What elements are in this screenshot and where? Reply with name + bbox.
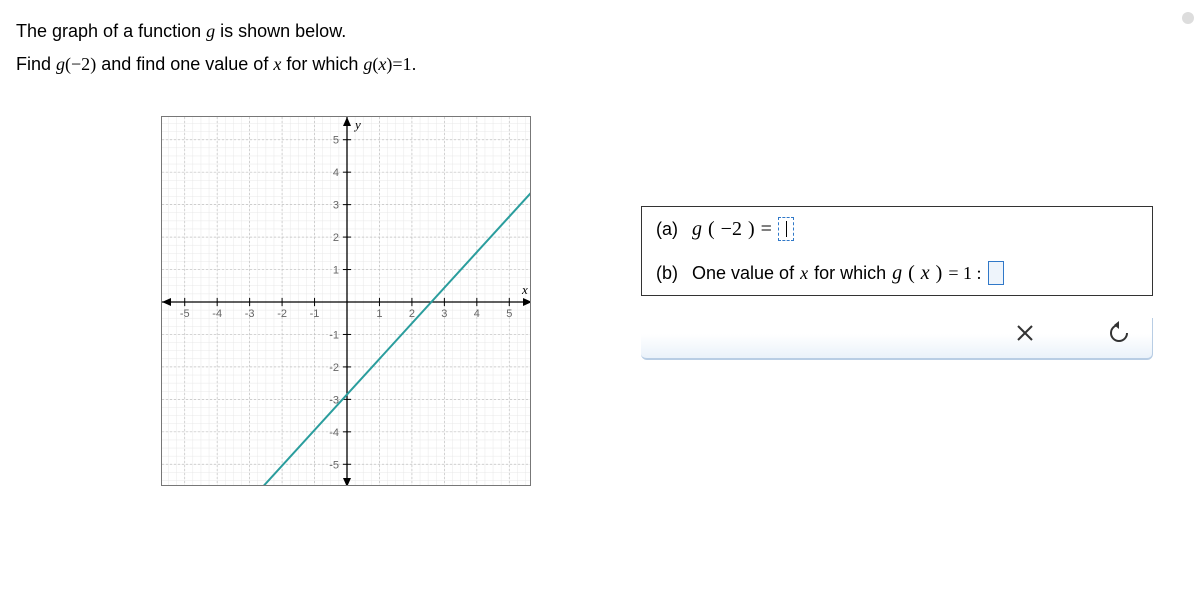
prompt-text: The graph of a function — [16, 21, 206, 41]
graph-panel: -5-5-4-4-3-3-2-2-1-11122334455xy — [161, 116, 531, 491]
clear-button[interactable] — [1010, 318, 1040, 348]
function-graph: -5-5-4-4-3-3-2-2-1-11122334455xy — [161, 116, 531, 486]
equals: = — [392, 54, 402, 74]
value: 1 — [403, 54, 412, 74]
action-bar — [641, 318, 1153, 360]
prompt-text: for which — [281, 54, 363, 74]
svg-text:2: 2 — [333, 232, 339, 244]
answer-table: (a) g ( −2) = (b) One value of x for which… — [641, 206, 1153, 296]
prompt-text: Find — [16, 54, 56, 74]
paren: ( — [908, 262, 915, 285]
var-g: g — [892, 262, 902, 285]
part-label: (a) — [656, 219, 678, 240]
problem-prompt: The graph of a function g is shown below… — [16, 18, 1184, 78]
var-g: g — [206, 21, 215, 41]
part-label: (b) — [656, 263, 678, 284]
answer-row-b: (b) One value of x for which g ( x) = 1 : — [642, 251, 1152, 295]
answer-input-b[interactable] — [988, 261, 1004, 285]
paren: ) — [936, 262, 943, 285]
arg-value: −2 — [71, 54, 90, 74]
svg-text:y: y — [353, 117, 361, 132]
var-x: x — [921, 262, 930, 285]
equals: = — [761, 218, 772, 241]
svg-text:-4: -4 — [212, 308, 222, 320]
dot: . — [412, 54, 417, 74]
answer-input-a[interactable] — [778, 217, 794, 241]
svg-text:1: 1 — [333, 265, 339, 277]
clear-icon — [1014, 322, 1036, 344]
equals-1: = 1 : — [948, 263, 981, 284]
svg-text:5: 5 — [506, 308, 512, 320]
prompt-text: is shown below. — [215, 21, 346, 41]
reset-icon — [1107, 321, 1131, 345]
svg-text:-4: -4 — [329, 427, 339, 439]
svg-text:3: 3 — [333, 200, 339, 212]
svg-text:4: 4 — [474, 308, 480, 320]
svg-text:-1: -1 — [329, 329, 339, 341]
paren: ( — [708, 218, 715, 241]
answer-panel: (a) g ( −2) = (b) One value of x for which… — [641, 206, 1184, 360]
svg-text:x: x — [521, 282, 528, 297]
prompt-text: and find one value of — [96, 54, 273, 74]
var-x: x — [800, 263, 808, 284]
svg-text:4: 4 — [333, 167, 339, 179]
paren: ) — [748, 218, 755, 241]
svg-text:3: 3 — [441, 308, 447, 320]
svg-text:-5: -5 — [180, 308, 190, 320]
var-g: g — [692, 218, 702, 241]
arg-value: −2 — [721, 218, 742, 241]
svg-text:-1: -1 — [310, 308, 320, 320]
svg-text:1: 1 — [376, 308, 382, 320]
answer-row-a: (a) g ( −2) = — [642, 207, 1152, 251]
answer-text: for which — [814, 263, 886, 284]
reset-button[interactable] — [1104, 318, 1134, 348]
answer-text: One value of — [692, 263, 794, 284]
svg-text:5: 5 — [333, 135, 339, 147]
svg-text:-2: -2 — [329, 362, 339, 374]
svg-text:-3: -3 — [245, 308, 255, 320]
svg-text:-2: -2 — [277, 308, 287, 320]
scroll-indicator — [1182, 12, 1194, 24]
svg-text:-5: -5 — [329, 459, 339, 471]
var-g: g — [56, 54, 65, 74]
svg-text:2: 2 — [409, 308, 415, 320]
var-g: g — [363, 54, 372, 74]
